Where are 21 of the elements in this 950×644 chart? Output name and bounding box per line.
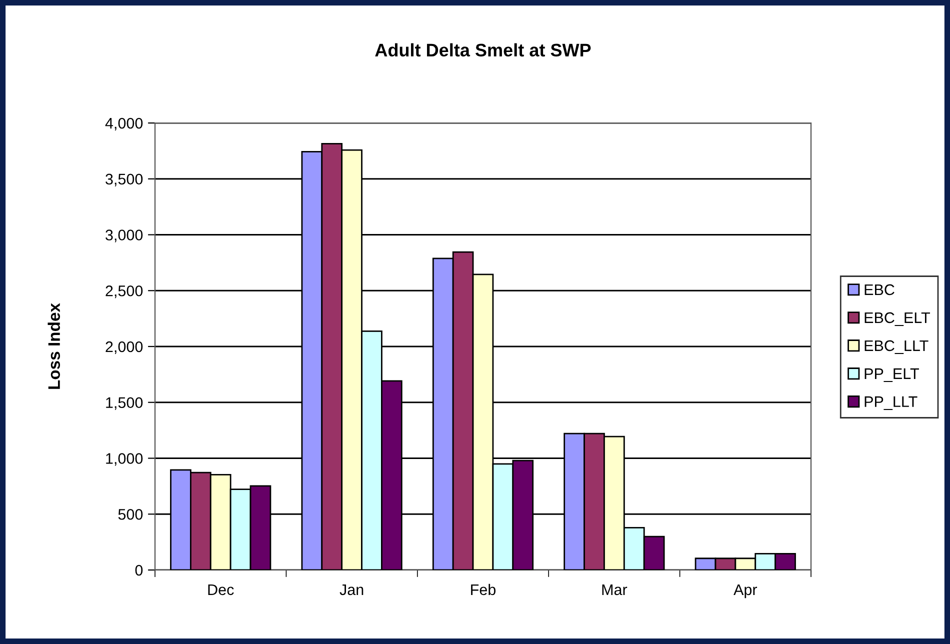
- y-tick-label: 2,500: [106, 285, 143, 298]
- x-tick-label: Jan: [340, 584, 364, 596]
- x-tick-label: Dec: [208, 584, 234, 596]
- legend-label: EBC_ELT: [864, 312, 930, 326]
- y-tick-label: 1,500: [106, 397, 143, 410]
- legend-label: PP_ELT: [864, 368, 919, 382]
- legend-label: EBC: [864, 284, 894, 296]
- y-tick-label: 3,500: [106, 174, 143, 186]
- chart-title: Adult Delta Smelt at SWP: [375, 43, 591, 57]
- y-axis-title: Loss Index: [48, 303, 60, 389]
- legend-label: EBC_LLT: [864, 340, 928, 354]
- x-tick-label: Apr: [734, 584, 758, 598]
- y-tick-label: 2,000: [106, 341, 143, 354]
- legend-label: PP_LLT: [864, 396, 918, 410]
- x-tick-label: Feb: [471, 584, 496, 596]
- y-tick-label: 4,000: [105, 118, 143, 130]
- y-tick-label: 0: [135, 564, 143, 576]
- y-tick-label: 500: [118, 508, 143, 520]
- y-tick-label: 1,000: [106, 453, 143, 466]
- x-tick-label: Mar: [602, 584, 628, 596]
- y-tick-label: 3,000: [106, 230, 143, 242]
